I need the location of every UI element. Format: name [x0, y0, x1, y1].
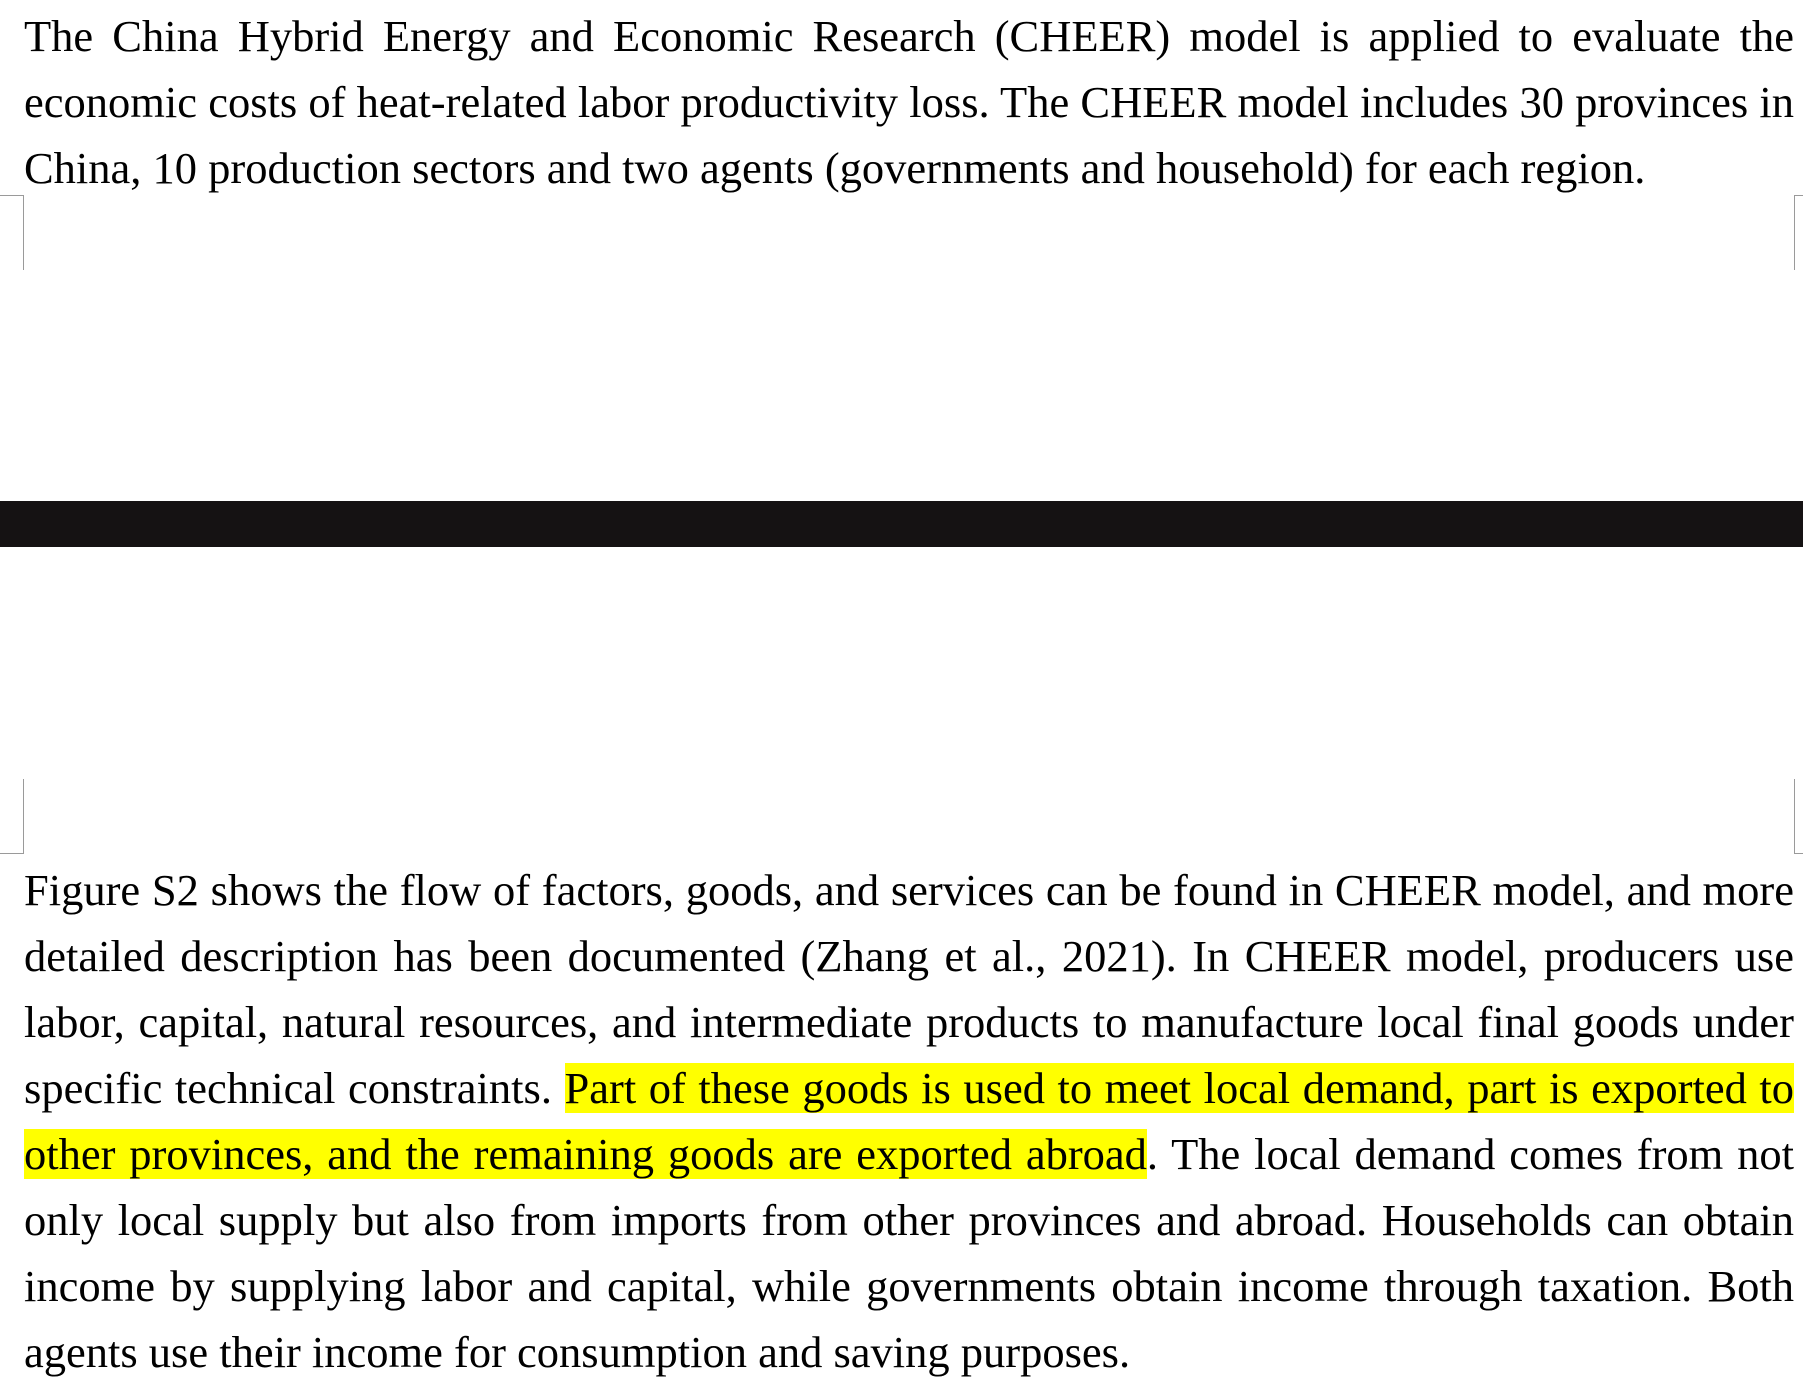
page-corner-mark-bottom-left [0, 779, 24, 854]
page-corner-mark-bottom-right [1794, 779, 1803, 854]
paragraph-cheer-flow: Figure S2 shows the flow of factors, goo… [24, 857, 1795, 1385]
paragraph-text: Figure S2 shows the flow of factors, goo… [24, 865, 1794, 1113]
paragraph-cheer-intro: The China Hybrid Energy and Economic Res… [24, 11, 1794, 193]
page-corner-mark-top-right [1794, 195, 1803, 270]
page-break-separator [0, 501, 1803, 547]
paragraph-text: . The local demand comes from not only l… [24, 1129, 1794, 1377]
page-corner-mark-top-left [0, 195, 24, 270]
